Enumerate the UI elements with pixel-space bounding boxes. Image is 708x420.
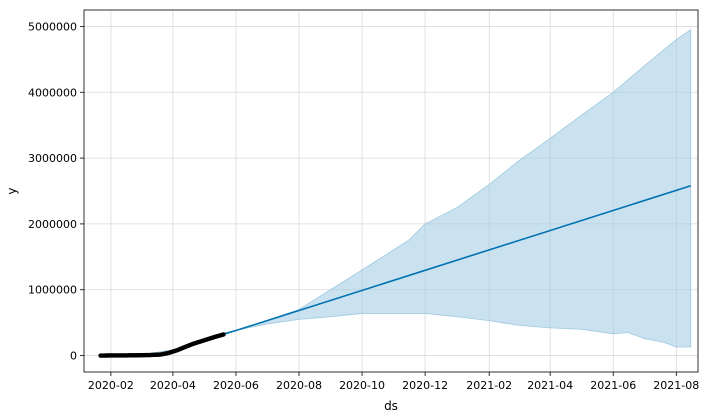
x-axis-ticks: 2020-02 2020-04 2020-06 2020-08 2020-10 2020-… xyxy=(88,372,699,392)
x-tick-label: 2020-02 xyxy=(88,379,134,392)
x-tick-label: 2020-06 xyxy=(213,379,259,392)
y-axis-ticks: 0 1000000 2000000 3000000 4000000 5000000 xyxy=(28,20,84,363)
y-tick-label: 0 xyxy=(70,350,77,363)
x-tick-label: 2020-08 xyxy=(276,379,322,392)
uncertainty-interval-area xyxy=(100,28,692,357)
x-tick-label: 2021-04 xyxy=(527,379,573,392)
x-tick-label: 2020-12 xyxy=(402,379,448,392)
y-tick-label: 4000000 xyxy=(28,86,77,99)
x-tick-label: 2020-10 xyxy=(339,379,385,392)
y-tick-label: 2000000 xyxy=(28,218,77,231)
x-tick-label: 2020-04 xyxy=(150,379,196,392)
observed-point xyxy=(221,332,226,337)
y-tick-label: 5000000 xyxy=(28,20,77,33)
y-tick-label: 3000000 xyxy=(28,152,77,165)
uncertainty-band xyxy=(100,28,692,357)
x-tick-label: 2021-06 xyxy=(590,379,636,392)
y-axis-title: y xyxy=(5,187,19,194)
y-tick-label: 1000000 xyxy=(28,284,77,297)
plot-frame xyxy=(83,9,699,373)
observed-points xyxy=(98,332,226,358)
x-tick-label: 2021-02 xyxy=(466,379,512,392)
x-tick-label: 2021-08 xyxy=(653,379,699,392)
x-axis-title: ds xyxy=(384,399,398,413)
